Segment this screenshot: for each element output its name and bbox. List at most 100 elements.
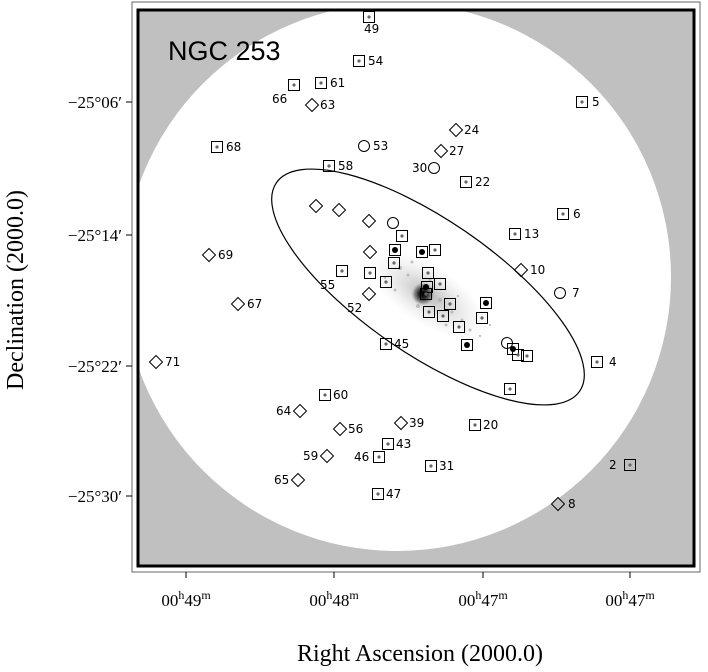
source-label-56: 56 — [348, 422, 363, 436]
panel-border — [136, 8, 696, 568]
source-marker-unlabeled — [387, 217, 399, 229]
source-label-24: 24 — [464, 123, 479, 137]
source-marker-55 — [336, 265, 348, 277]
source-label-43: 43 — [396, 437, 411, 451]
source-marker-unlabeled — [362, 244, 378, 260]
source-marker-unlabeled — [331, 202, 347, 218]
source-marker-31 — [425, 460, 437, 472]
source-label-22: 22 — [475, 175, 490, 189]
x-tick-label: 00h49m — [161, 588, 211, 610]
source-marker-64 — [292, 403, 308, 419]
bright-source-dot — [510, 346, 516, 352]
source-label-6: 6 — [573, 207, 581, 221]
source-label-10: 10 — [530, 263, 545, 277]
source-marker-7 — [554, 287, 566, 299]
source-marker-unlabeled — [429, 244, 441, 256]
source-marker-66 — [288, 79, 300, 91]
source-marker-unlabeled — [380, 276, 392, 288]
source-label-58: 58 — [338, 159, 353, 173]
source-marker-46 — [373, 451, 385, 463]
source-marker-10 — [513, 262, 529, 278]
source-label-30: 30 — [412, 161, 427, 175]
source-marker-unlabeled — [364, 267, 376, 279]
source-marker-unlabeled — [512, 349, 524, 361]
source-label-53: 53 — [373, 139, 388, 153]
source-label-52: 52 — [347, 301, 362, 315]
source-label-31: 31 — [439, 459, 454, 473]
source-label-39: 39 — [409, 416, 424, 430]
y-tick-labels: −25°06′ −25°14′ −25°22′ −25°30′ — [68, 93, 122, 506]
source-marker-67 — [230, 296, 246, 312]
source-marker-unlabeled — [434, 278, 446, 290]
chart-title: NGC 253 — [168, 36, 281, 66]
source-marker-22 — [460, 176, 472, 188]
source-marker-13 — [509, 228, 521, 240]
source-marker-27 — [433, 143, 449, 159]
source-label-7: 7 — [572, 286, 580, 300]
y-axis-title: Declination (2000.0) — [3, 190, 29, 390]
source-marker-20 — [469, 419, 481, 431]
source-label-65: 65 — [274, 473, 289, 487]
source-label-68: 68 — [226, 140, 241, 154]
source-marker-unlabeled — [453, 321, 465, 333]
source-marker-unlabeled — [476, 312, 488, 324]
source-marker-63 — [304, 97, 320, 113]
source-marker-52 — [361, 286, 377, 302]
source-label-4: 4 — [609, 355, 617, 369]
source-label-69: 69 — [218, 248, 233, 262]
y-tick-label: −25°14′ — [68, 226, 122, 245]
source-marker-unlabeled — [388, 257, 400, 269]
source-label-8: 8 — [568, 497, 576, 511]
source-marker-61 — [315, 77, 327, 89]
galaxy-outline-ellipse — [271, 168, 585, 406]
source-marker-71 — [148, 354, 164, 370]
source-marker-unlabeled — [521, 350, 533, 362]
source-label-2: 2 — [609, 458, 617, 472]
source-marker-2 — [624, 459, 636, 471]
bright-source-dot — [483, 300, 489, 306]
source-label-46: 46 — [354, 450, 369, 464]
source-label-54: 54 — [368, 54, 383, 68]
source-marker-unlabeled — [423, 306, 435, 318]
source-marker-65 — [290, 472, 306, 488]
source-label-60: 60 — [333, 388, 348, 402]
x-tick-labels: 00h49m 00h48m 00h47m 00h47m — [161, 588, 655, 610]
source-label-45: 45 — [394, 337, 409, 351]
source-marker-43 — [382, 438, 394, 450]
source-label-49: 49 — [364, 22, 379, 36]
source-marker-45 — [380, 338, 392, 350]
source-marker-53 — [358, 140, 370, 152]
source-label-67: 67 — [247, 297, 262, 311]
source-marker-60 — [319, 389, 331, 401]
source-marker-47 — [372, 488, 384, 500]
bright-source-dot — [419, 249, 425, 255]
source-marker-8 — [550, 496, 566, 512]
source-marker-unlabeled — [504, 383, 516, 395]
source-label-66: 66 — [272, 92, 287, 106]
source-marker-68 — [211, 141, 223, 153]
x-tick-label: 00h47m — [458, 588, 508, 610]
source-marker-59 — [319, 448, 335, 464]
source-marker-39 — [393, 415, 409, 431]
source-marker-unlabeled — [422, 267, 434, 279]
source-marker-56 — [332, 421, 348, 437]
source-marker-unlabeled — [361, 213, 377, 229]
source-label-47: 47 — [386, 487, 401, 501]
bright-source-dot — [392, 247, 398, 253]
source-marker-6 — [557, 208, 569, 220]
source-marker-unlabeled — [444, 298, 456, 310]
source-marker-unlabeled — [308, 198, 324, 214]
x-tick-label: 00h48m — [309, 588, 359, 610]
y-tick-label: −25°30′ — [68, 487, 122, 506]
x-axis-title: Right Ascension (2000.0) — [297, 641, 543, 667]
y-tick-label: −25°06′ — [68, 93, 122, 112]
source-label-55: 55 — [320, 278, 335, 292]
bright-source-dot — [423, 284, 429, 290]
source-label-63: 63 — [320, 98, 335, 112]
source-label-61: 61 — [330, 76, 345, 90]
source-label-13: 13 — [524, 227, 539, 241]
source-label-20: 20 — [483, 418, 498, 432]
source-marker-unlabeled — [437, 310, 449, 322]
